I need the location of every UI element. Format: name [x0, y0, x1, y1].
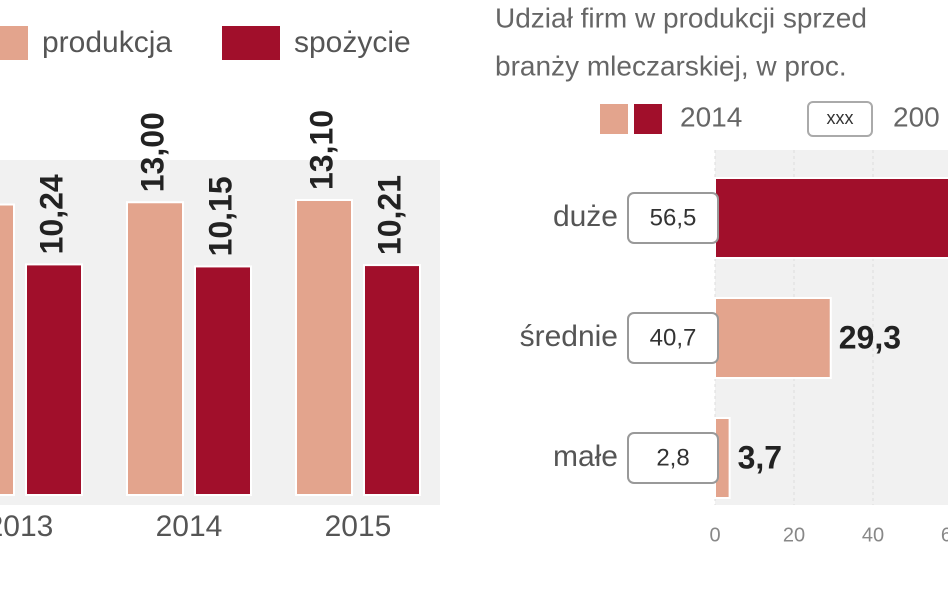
- x-tick-label: 2014: [156, 510, 223, 543]
- value-label: 10,15: [202, 176, 238, 256]
- chart-subtitle: branży mleczarskiej, w proc.: [495, 50, 847, 81]
- x-tick-label: 0: [709, 524, 720, 546]
- value-label: 13,10: [303, 110, 339, 190]
- category-label: średnie: [520, 320, 618, 353]
- legend-swatch: [600, 104, 628, 134]
- value-label: 3,7: [738, 439, 782, 475]
- value-label: 29,3: [839, 319, 901, 355]
- legend-marker: xxx: [827, 108, 854, 128]
- x-tick-label: 2013: [0, 510, 53, 543]
- bar: [363, 264, 421, 496]
- legend-swatch: [0, 26, 28, 60]
- chart-title: Udział firm w produkcji sprzed: [495, 2, 867, 33]
- legend-label: spożycie: [294, 26, 411, 59]
- comparison-label: 2,8: [656, 444, 689, 471]
- comparison-box: [627, 312, 719, 364]
- legend-marker-box: [807, 101, 873, 137]
- value-label: 10,21: [371, 175, 407, 255]
- legend-label: 200: [893, 101, 940, 132]
- comparison-label: 56,5: [650, 204, 697, 231]
- x-tick-label: 40: [862, 524, 884, 546]
- x-tick-label: 20: [783, 524, 805, 546]
- bar: [126, 201, 184, 496]
- legend-swatch: [634, 104, 662, 134]
- comparison-label: 40,7: [650, 324, 697, 351]
- bar: [295, 199, 353, 496]
- value-label: 13,00: [134, 112, 170, 192]
- legend-label: 2014: [680, 101, 742, 132]
- category-label: małe: [553, 440, 618, 473]
- legend-label: produkcja: [42, 26, 172, 59]
- bar: [714, 177, 948, 259]
- bar: [0, 203, 15, 496]
- bar: [25, 263, 83, 496]
- x-tick-label: 60: [941, 524, 948, 546]
- value-label: 10,24: [33, 174, 69, 254]
- x-tick-label: 2015: [325, 510, 392, 543]
- bar: [194, 265, 252, 496]
- comparison-box: [627, 192, 719, 244]
- bar: [714, 297, 832, 379]
- category-label: duże: [553, 200, 618, 233]
- comparison-box: [627, 432, 719, 484]
- legend-swatch: [222, 26, 280, 60]
